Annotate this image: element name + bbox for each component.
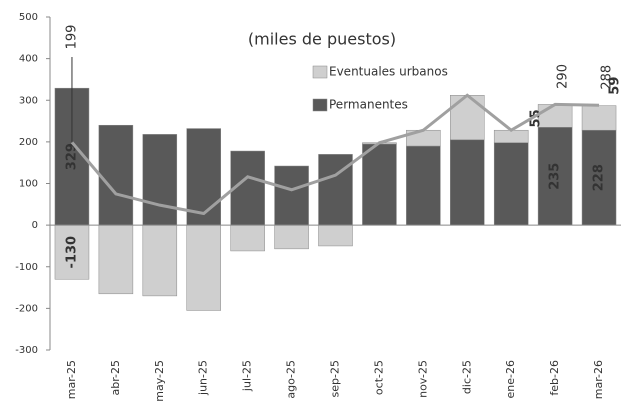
x-tick-label: dic-25 bbox=[460, 360, 473, 394]
x-tick-label: mar-26 bbox=[592, 360, 605, 399]
bar bbox=[98, 124, 134, 226]
legend-label: Eventuales urbanos bbox=[329, 65, 448, 79]
y-tick-label: 400 bbox=[19, 54, 38, 65]
y-tick-label: 100 bbox=[19, 179, 38, 190]
bar bbox=[142, 224, 178, 297]
y-tick-label: -200 bbox=[15, 303, 38, 314]
data-label: 228 bbox=[592, 164, 607, 191]
bar bbox=[142, 134, 178, 226]
bar bbox=[537, 127, 573, 226]
data-label: 290 bbox=[556, 64, 571, 89]
bar bbox=[450, 95, 485, 141]
y-tick-label: 500 bbox=[19, 12, 38, 23]
x-tick-label: mar-25 bbox=[65, 360, 78, 399]
bar bbox=[450, 139, 485, 226]
bar bbox=[98, 224, 134, 295]
data-label: -130 bbox=[64, 236, 79, 269]
data-label: 199 bbox=[64, 25, 79, 50]
bar bbox=[318, 224, 353, 247]
x-tick-label: feb-26 bbox=[548, 360, 561, 396]
x-tick-label: oct-25 bbox=[372, 360, 385, 395]
bar bbox=[581, 129, 617, 226]
data-label: 288 bbox=[600, 65, 615, 90]
x-tick-label: may-25 bbox=[153, 360, 166, 402]
bar bbox=[493, 142, 529, 226]
x-tick-label: jul-25 bbox=[241, 360, 254, 392]
chart-subtitle: (miles de puestos) bbox=[248, 30, 396, 49]
bar bbox=[362, 143, 397, 226]
bar bbox=[230, 224, 265, 252]
bar bbox=[274, 224, 309, 250]
x-tick-label: abr-25 bbox=[109, 360, 122, 396]
bar bbox=[54, 224, 90, 280]
legend-swatch bbox=[312, 98, 328, 112]
x-tick-label: sep-25 bbox=[329, 360, 342, 397]
legend-label: Permanentes bbox=[329, 98, 408, 112]
y-tick-label: -300 bbox=[15, 345, 38, 356]
data-label: 329 bbox=[64, 143, 79, 170]
y-tick-label: 0 bbox=[32, 220, 38, 231]
y-tick-label: -100 bbox=[15, 262, 38, 273]
data-label: 235 bbox=[548, 163, 563, 190]
bar bbox=[186, 224, 221, 311]
y-tick-label: 200 bbox=[19, 137, 38, 148]
legend-swatch bbox=[312, 65, 328, 79]
data-label: 59 bbox=[608, 77, 621, 95]
bar bbox=[493, 129, 529, 143]
bar bbox=[406, 145, 441, 226]
total-line bbox=[70, 93, 600, 216]
bar bbox=[274, 165, 309, 226]
x-tick-label: ago-25 bbox=[285, 360, 298, 399]
x-tick-label: ene-26 bbox=[504, 360, 517, 398]
y-tick-label: 300 bbox=[19, 95, 38, 106]
bar bbox=[581, 105, 617, 131]
x-tick-label: jun-25 bbox=[197, 360, 210, 396]
x-tick-label: nov-25 bbox=[416, 360, 429, 398]
